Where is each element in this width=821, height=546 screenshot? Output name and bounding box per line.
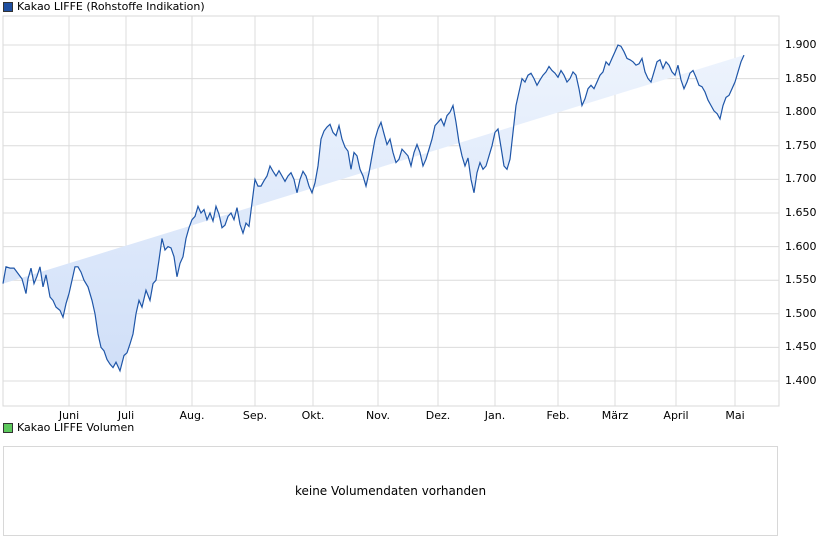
y-tick-label: 1.550 xyxy=(785,273,817,287)
y-tick-label: 1.600 xyxy=(785,239,817,253)
y-tick-label: 1.400 xyxy=(785,374,817,387)
volume-legend: Kakao LIFFE Volumen xyxy=(3,421,134,434)
x-tick-label: April xyxy=(663,409,689,422)
gridlines xyxy=(3,16,779,406)
volume-panel: keine Volumendaten vorhanden xyxy=(3,446,778,536)
price-line xyxy=(2,44,745,373)
price-chart xyxy=(2,15,780,407)
volume-empty-message: keine Volumendaten vorhanden xyxy=(294,484,487,498)
x-tick-label: Feb. xyxy=(546,409,570,422)
volume-legend-label: Kakao LIFFE Volumen xyxy=(17,421,135,434)
volume-legend-swatch xyxy=(3,422,13,433)
price-legend-label: Kakao LIFFE (Rohstoffe Indikation) xyxy=(17,0,205,13)
y-tick-label: 1.700 xyxy=(785,172,817,186)
x-tick-label: Sep. xyxy=(242,409,268,422)
y-tick-label: 1.900 xyxy=(785,38,817,51)
y-tick-label: 1.800 xyxy=(785,105,817,119)
y-tick-label: 1.500 xyxy=(785,306,817,320)
x-tick-label: Aug. xyxy=(179,409,205,422)
y-tick-label: 1.750 xyxy=(785,138,817,152)
x-tick-label: Nov. xyxy=(365,409,391,422)
x-tick-label: Juni xyxy=(58,409,80,422)
x-tick-label: Dez. xyxy=(425,409,451,422)
y-tick-label: 1.650 xyxy=(785,206,817,219)
x-tick-label: Jan. xyxy=(484,409,506,422)
price-legend-swatch xyxy=(3,1,13,12)
y-tick-label: 1.450 xyxy=(785,340,817,354)
y-tick-label: 1.850 xyxy=(785,71,817,85)
x-tick-label: Okt. xyxy=(301,409,325,422)
price-legend: Kakao LIFFE (Rohstoffe Indikation) xyxy=(3,0,205,13)
x-tick-label: Mai xyxy=(725,409,745,422)
x-tick-label: März xyxy=(601,409,629,422)
x-tick-label: Juli xyxy=(117,409,135,422)
price-area-fill xyxy=(3,45,744,371)
